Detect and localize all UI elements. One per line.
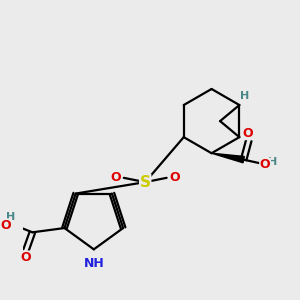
- Text: H: H: [268, 157, 277, 167]
- Text: NH: NH: [83, 257, 104, 270]
- Text: H: H: [6, 212, 16, 222]
- Text: O: O: [243, 127, 253, 140]
- Text: O: O: [260, 158, 270, 171]
- Text: O: O: [169, 171, 180, 184]
- Polygon shape: [212, 153, 244, 163]
- Text: S: S: [140, 175, 151, 190]
- Text: O: O: [21, 251, 31, 264]
- Text: O: O: [0, 219, 11, 232]
- Text: H: H: [240, 91, 249, 100]
- Text: O: O: [111, 171, 122, 184]
